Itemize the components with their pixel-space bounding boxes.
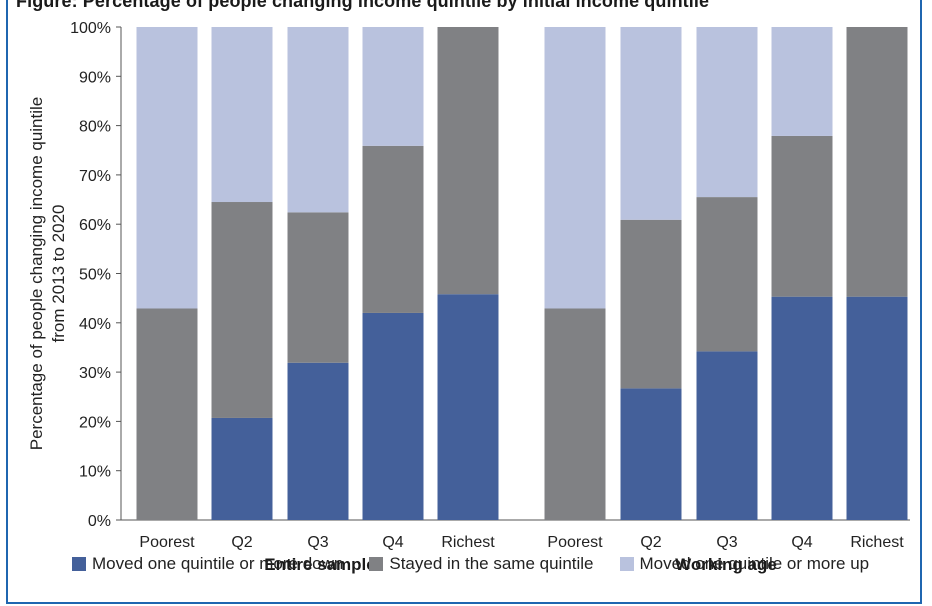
- legend-item-down: Moved one quintile or more down: [72, 554, 343, 574]
- y-tick-label: 40%: [79, 316, 111, 333]
- bar-segment-up: [771, 27, 833, 136]
- y-tick-label: 90%: [79, 69, 111, 86]
- bar-segment-same: [846, 27, 908, 297]
- bar-segment-down: [696, 351, 758, 520]
- legend-swatch-down: [72, 557, 86, 571]
- x-tick-label: Q2: [640, 534, 661, 551]
- x-tick-label: Poorest: [547, 534, 603, 551]
- legend-label-same: Stayed in the same quintile: [389, 554, 594, 573]
- y-tick-label: 80%: [79, 119, 111, 136]
- bar-segment-down: [362, 312, 424, 520]
- bar-segment-same: [287, 212, 349, 363]
- group-label-working-age: Working age: [675, 555, 777, 574]
- x-tick-label: Q4: [791, 534, 812, 551]
- y-tick-label: 0%: [88, 513, 111, 530]
- bar-segment-same: [211, 202, 273, 418]
- group-label-entire-sample: Entire sample: [264, 555, 376, 574]
- legend-item-up: Moved one quintile or more up: [619, 554, 870, 574]
- bar-segment-same: [544, 308, 606, 520]
- bar-segment-up: [620, 27, 682, 220]
- legend-item-same: Stayed in the same quintile: [369, 554, 594, 574]
- x-tick-label: Richest: [441, 534, 495, 551]
- bar-segment-down: [620, 388, 682, 520]
- legend-swatch-same: [369, 557, 384, 571]
- bar-segment-down: [846, 296, 908, 520]
- legend-label-down: Moved one quintile or more down: [92, 554, 344, 573]
- bar-segment-up: [136, 27, 198, 309]
- y-tick-label: 30%: [79, 365, 111, 382]
- bar-segment-up: [544, 27, 606, 309]
- x-tick-label: Q4: [382, 534, 403, 551]
- x-tick-label: Q2: [231, 534, 252, 551]
- legend-label-up: Moved one quintile or more up: [639, 554, 870, 573]
- bar-segment-down: [771, 296, 833, 520]
- y-axis-title-line: Percentage of people changing income qui…: [27, 97, 46, 450]
- bar-segment-same: [620, 219, 682, 389]
- bar-segment-same: [437, 27, 499, 295]
- bar-segment-same: [696, 197, 758, 352]
- x-tick-label: Q3: [716, 534, 737, 551]
- y-tick-label: 20%: [79, 414, 111, 431]
- y-tick-label: 50%: [79, 267, 111, 284]
- bar-segment-up: [362, 27, 424, 146]
- bar-segment-same: [771, 135, 833, 297]
- y-tick-label: 60%: [79, 217, 111, 234]
- bar-segment-same: [362, 145, 424, 313]
- bar-segment-up: [696, 27, 758, 198]
- x-tick-label: Richest: [850, 534, 904, 551]
- x-tick-label: Q3: [307, 534, 328, 551]
- y-axis-title-line: from 2013 to 2020: [49, 205, 68, 343]
- legend-swatch-up: [619, 557, 634, 571]
- legend: Moved one quintile or more down Stayed i…: [72, 554, 895, 574]
- bar-segment-down: [437, 294, 499, 520]
- bar-segment-down: [287, 362, 349, 520]
- bar-segment-down: [211, 417, 273, 520]
- bar-segment-up: [287, 27, 349, 213]
- y-tick-label: 100%: [70, 20, 111, 37]
- y-tick-label: 70%: [79, 168, 111, 185]
- chart-frame: Figure: Percentage of people changing in…: [6, 0, 922, 604]
- x-tick-label: Poorest: [139, 534, 195, 551]
- chart-title-fragment: Figure: Percentage of people changing in…: [16, 0, 710, 11]
- bar-segment-up: [211, 27, 273, 203]
- bar-segment-same: [136, 308, 198, 520]
- y-tick-label: 10%: [79, 464, 111, 481]
